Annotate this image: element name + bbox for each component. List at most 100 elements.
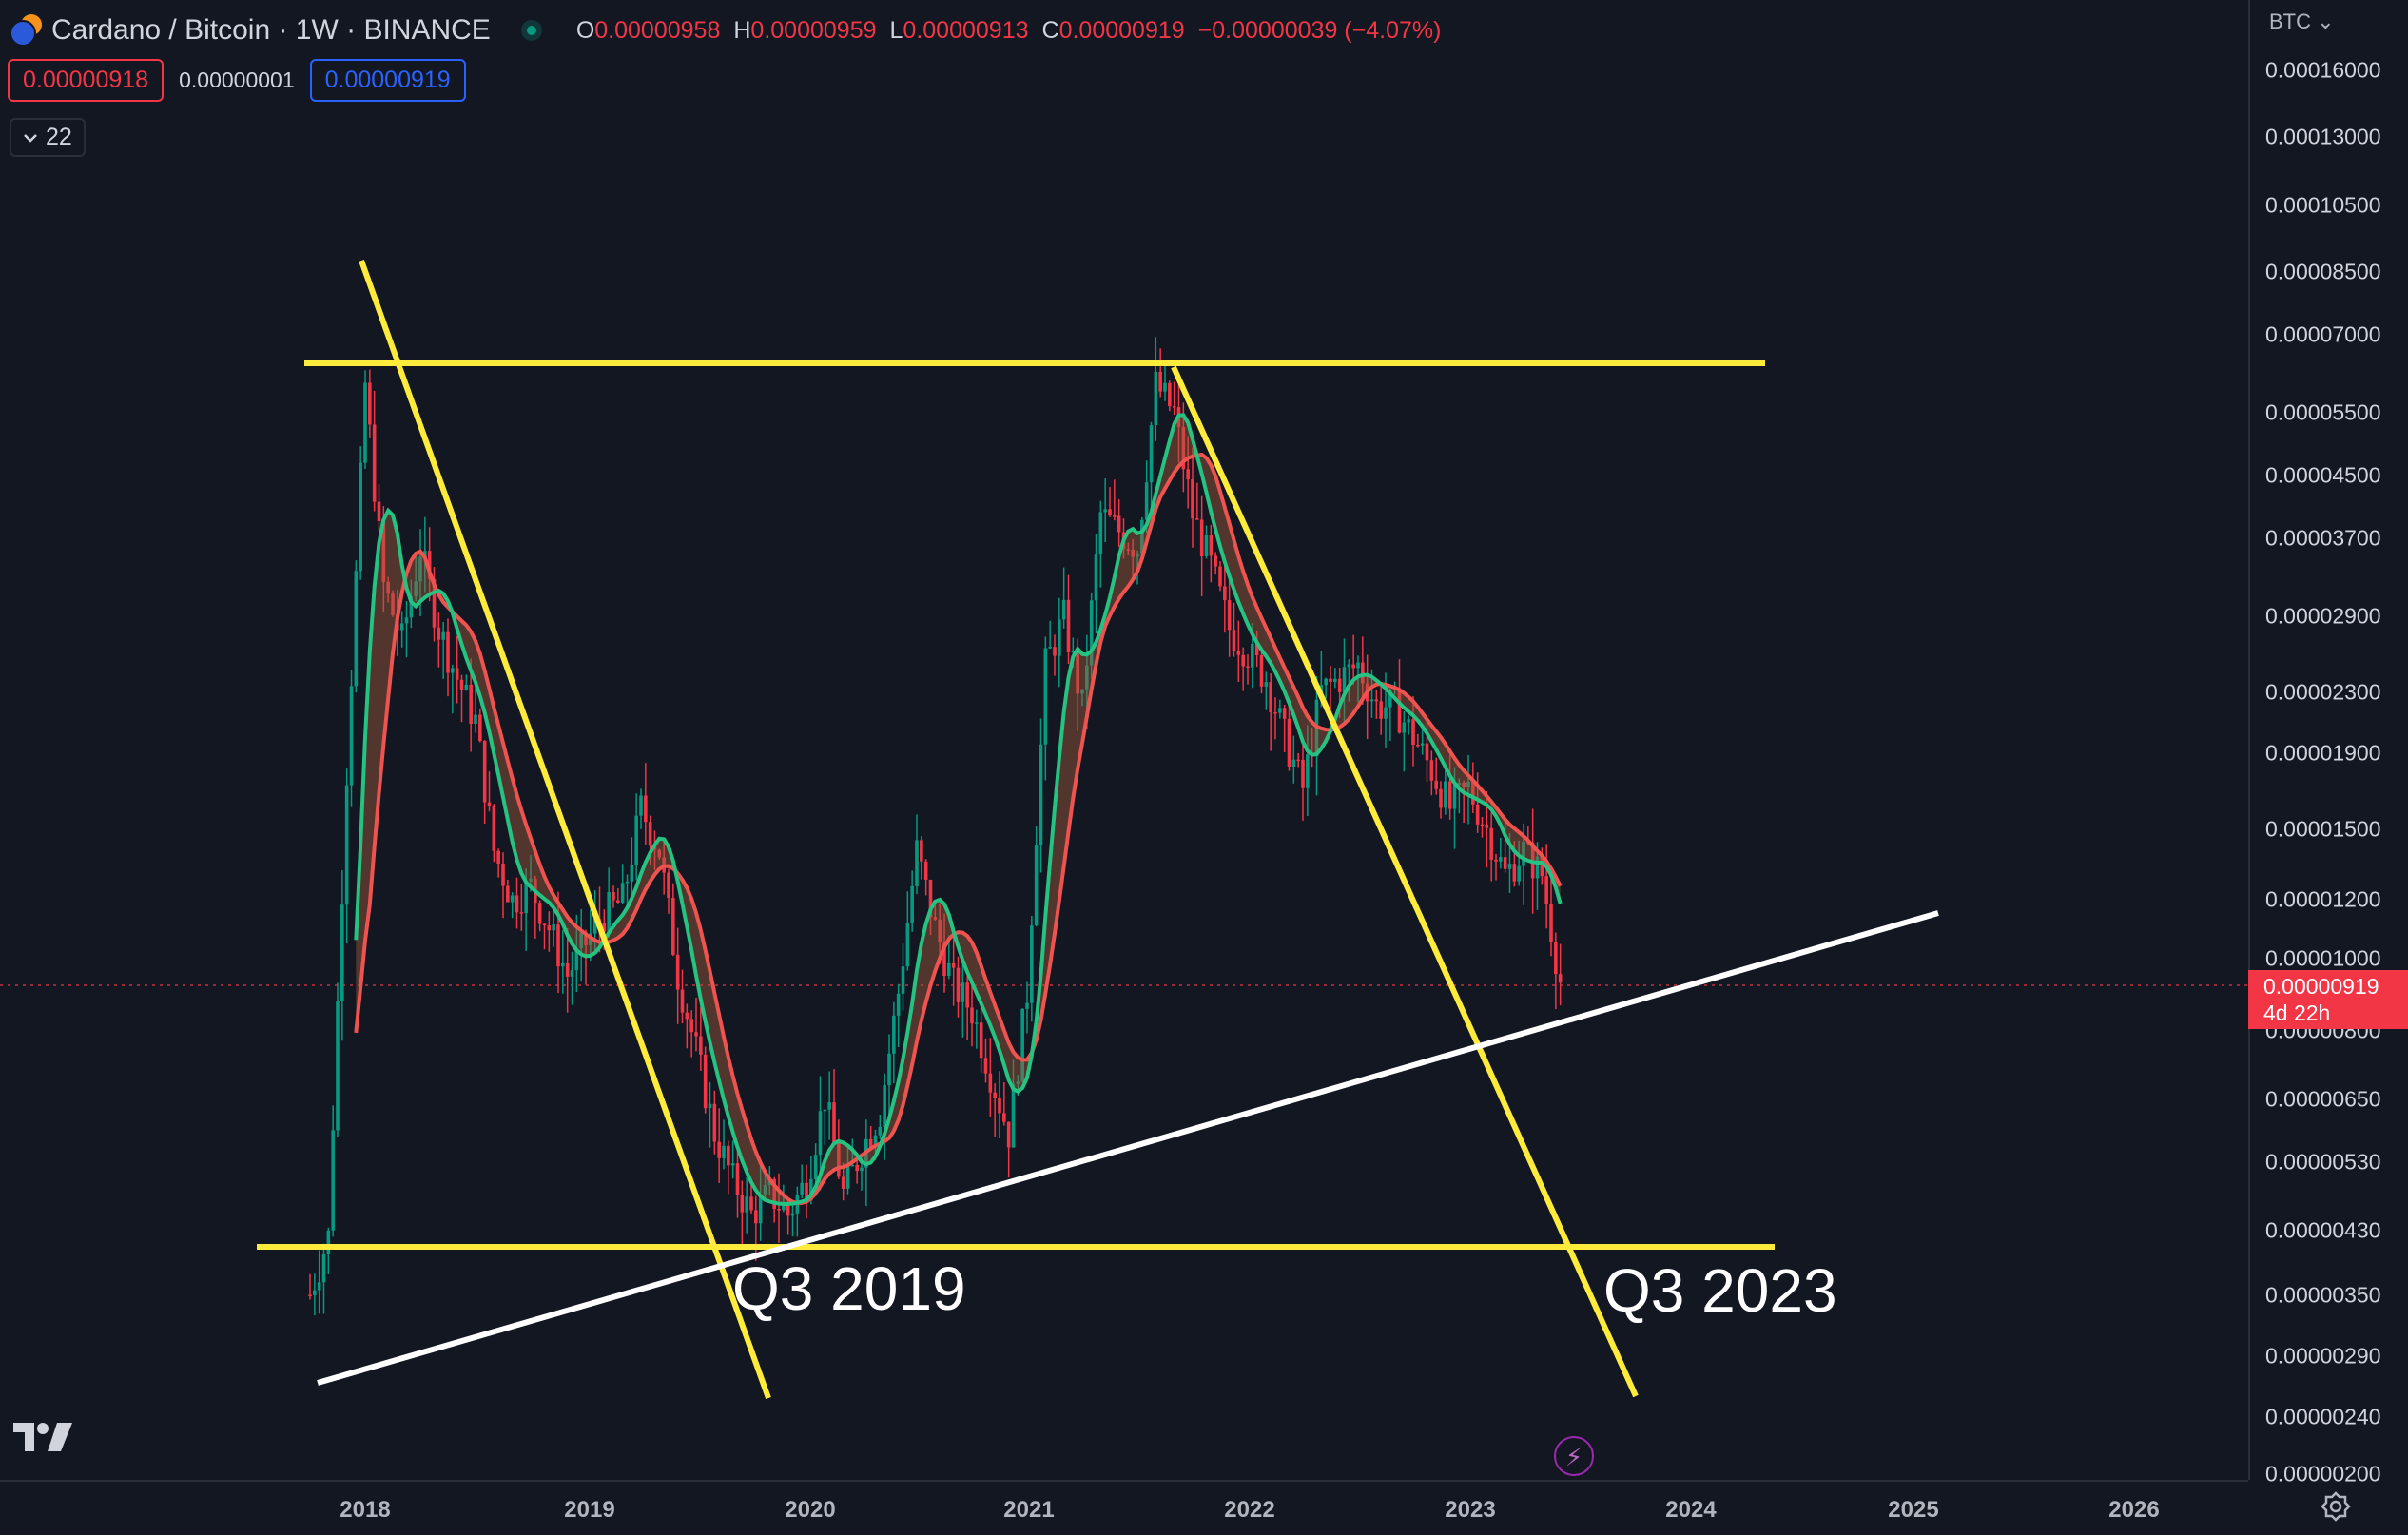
candle-body <box>671 898 675 955</box>
candle-body <box>800 1182 804 1195</box>
candle-body <box>1447 781 1452 809</box>
candle-body <box>1485 824 1489 828</box>
candle-body <box>772 1178 776 1210</box>
candle-body <box>344 785 349 905</box>
candle-body <box>708 1103 712 1109</box>
price-axis-unit[interactable]: BTC ⌄ <box>2269 10 2335 33</box>
candle-body <box>349 686 354 786</box>
candle-body <box>510 895 515 903</box>
moving-average-fast <box>354 413 1563 1206</box>
price-axis[interactable]: BTC ⌄ 0.00016000 0.00013000 0.00010500 0.00… <box>2248 0 2408 1486</box>
candle-body <box>1154 371 1158 425</box>
candle-body <box>727 1145 730 1166</box>
candle-body <box>1517 865 1521 882</box>
candle-body <box>965 982 969 1008</box>
candle-body <box>818 1111 823 1156</box>
candle-body <box>1144 482 1149 520</box>
candle-body <box>1296 759 1300 762</box>
candle-body <box>1214 555 1217 567</box>
candle-body <box>841 1176 845 1189</box>
annotation-q3-2019[interactable]: Q3 2019 <box>732 1254 966 1323</box>
candle-body <box>813 1155 818 1179</box>
candle-body <box>625 881 630 884</box>
candle-body <box>1269 682 1272 713</box>
candle-body <box>845 1165 850 1189</box>
candles-layer <box>308 337 1563 1316</box>
candle-body <box>409 595 414 618</box>
gear-icon[interactable] <box>2319 1489 2353 1524</box>
candle-body <box>1374 699 1379 702</box>
low-label: L <box>889 16 903 44</box>
candle-body <box>464 684 469 690</box>
candle-body <box>837 1142 841 1177</box>
candle-body <box>699 1036 703 1055</box>
candle-body <box>1324 678 1328 686</box>
candle-body <box>565 962 570 977</box>
candle-body <box>492 806 496 851</box>
candle-body <box>552 924 555 931</box>
candle-body <box>923 861 928 880</box>
candle-body <box>1402 722 1407 733</box>
time-tick-label: 2025 <box>1888 1497 1939 1523</box>
symbol-title[interactable]: Cardano / Bitcoin · 1W · BINANCE <box>51 14 491 46</box>
candle-body <box>1117 515 1121 533</box>
candle-body <box>1420 743 1425 746</box>
candle-body <box>1227 600 1232 631</box>
candle-body <box>1397 688 1402 733</box>
candle-body <box>993 1092 997 1098</box>
candle-body <box>901 966 905 994</box>
candle-body <box>1218 566 1222 587</box>
candle-body <box>1006 1121 1011 1148</box>
high-value: 0.00000959 <box>750 16 877 44</box>
candle-body <box>1020 1008 1024 1082</box>
buy-price-button[interactable]: 0.00000919 <box>309 59 466 102</box>
candle-body <box>1544 876 1548 904</box>
candle-body <box>1554 942 1558 975</box>
candle-body <box>1494 859 1498 862</box>
chart-canvas[interactable] <box>0 0 2248 1480</box>
price-tick-label: 0.00004500 <box>2265 462 2381 488</box>
time-tick-label: 2018 <box>340 1497 391 1523</box>
market-status-icon[interactable] <box>520 20 542 41</box>
descending-trendline-1[interactable] <box>359 259 771 1400</box>
price-tick-label: 0.00001900 <box>2265 740 2381 766</box>
candle-body <box>956 967 961 1002</box>
candle-body <box>1466 781 1470 787</box>
candle-body <box>446 631 450 673</box>
candle-body <box>1204 534 1209 557</box>
candle-body <box>354 571 359 687</box>
lightning-icon[interactable]: ⚡ <box>1554 1436 1594 1476</box>
candle-body <box>1287 718 1291 768</box>
candle-body <box>386 581 390 594</box>
candle-body <box>418 556 422 582</box>
candle-body <box>612 891 615 901</box>
tradingview-logo[interactable] <box>13 1423 72 1451</box>
time-tick-label: 2026 <box>2108 1497 2160 1523</box>
candle-body <box>1195 518 1199 520</box>
candle-body <box>437 627 441 640</box>
candle-body <box>868 1138 873 1148</box>
candle-body <box>1549 904 1553 942</box>
candle-body <box>694 1032 698 1037</box>
candle-body <box>1356 662 1360 669</box>
candle-body <box>1140 519 1144 554</box>
candle-body <box>1061 599 1066 620</box>
candle-body <box>961 982 965 1002</box>
candle-body <box>1149 424 1154 483</box>
indicators-toggle-button[interactable]: 22 <box>10 118 86 157</box>
sell-price-button[interactable]: 0.00000918 <box>8 59 165 102</box>
candle-body <box>404 617 409 624</box>
price-tick-label: 0.00000200 <box>2265 1461 2381 1486</box>
ascending-trendline[interactable] <box>317 910 1939 1386</box>
time-axis[interactable]: 2018 2019 2020 2021 2022 2023 2024 2025 2026 <box>0 1480 2248 1535</box>
candle-body <box>1039 744 1043 845</box>
candle-body <box>515 895 519 913</box>
time-tick-label: 2019 <box>564 1497 615 1523</box>
descending-trendline-2[interactable] <box>1171 365 1639 1398</box>
candle-body <box>1136 554 1139 557</box>
candle-body <box>372 424 377 502</box>
annotation-q3-2023[interactable]: Q3 2023 <box>1603 1256 1837 1325</box>
candle-body <box>1053 647 1057 656</box>
candle-body <box>657 849 662 858</box>
candle-body <box>592 919 597 934</box>
